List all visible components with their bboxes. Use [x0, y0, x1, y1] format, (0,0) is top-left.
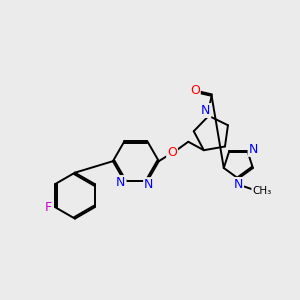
Text: O: O: [190, 84, 200, 97]
Text: CH₃: CH₃: [252, 186, 272, 196]
Text: N: N: [144, 178, 154, 191]
Text: F: F: [45, 201, 52, 214]
Text: N: N: [234, 178, 243, 191]
Text: O: O: [167, 146, 177, 159]
Text: N: N: [201, 104, 210, 117]
Text: N: N: [248, 143, 258, 156]
Text: N: N: [116, 176, 125, 189]
